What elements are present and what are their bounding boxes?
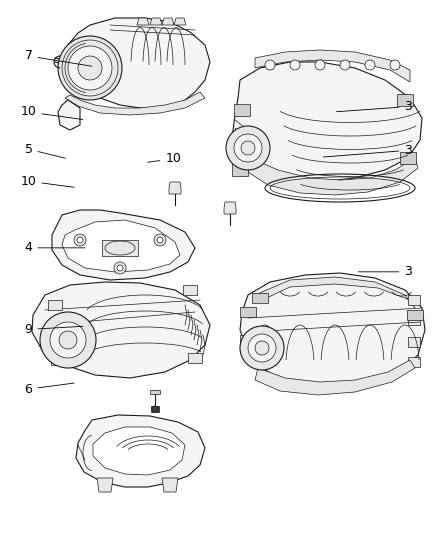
- Polygon shape: [254, 277, 414, 308]
- Circle shape: [254, 341, 268, 355]
- Polygon shape: [240, 273, 424, 388]
- Polygon shape: [137, 18, 148, 25]
- Text: 10: 10: [21, 175, 74, 188]
- Polygon shape: [254, 50, 409, 82]
- Polygon shape: [93, 427, 184, 475]
- Polygon shape: [251, 293, 267, 303]
- Text: 9: 9: [25, 323, 83, 336]
- Polygon shape: [396, 94, 412, 106]
- Polygon shape: [52, 210, 194, 280]
- Polygon shape: [407, 315, 419, 325]
- Polygon shape: [240, 335, 255, 345]
- Text: 6: 6: [25, 383, 74, 395]
- Text: 3: 3: [322, 144, 411, 157]
- Text: 5: 5: [25, 143, 65, 158]
- Circle shape: [77, 237, 83, 243]
- Text: 3: 3: [336, 100, 411, 113]
- Circle shape: [240, 141, 254, 155]
- Text: 7: 7: [25, 50, 92, 66]
- Polygon shape: [187, 353, 201, 363]
- Polygon shape: [233, 104, 249, 116]
- Circle shape: [58, 36, 122, 100]
- Text: 4: 4: [25, 241, 85, 254]
- Circle shape: [290, 60, 299, 70]
- Circle shape: [74, 234, 86, 246]
- Circle shape: [247, 334, 276, 362]
- Polygon shape: [169, 182, 180, 194]
- Circle shape: [265, 60, 274, 70]
- Polygon shape: [102, 240, 138, 256]
- Circle shape: [157, 237, 162, 243]
- Polygon shape: [97, 478, 113, 492]
- Polygon shape: [406, 310, 422, 320]
- Polygon shape: [150, 18, 162, 25]
- Circle shape: [78, 56, 102, 80]
- Circle shape: [226, 126, 269, 170]
- Polygon shape: [231, 164, 247, 176]
- Circle shape: [152, 406, 158, 412]
- Polygon shape: [407, 357, 419, 367]
- Circle shape: [364, 60, 374, 70]
- Circle shape: [339, 60, 349, 70]
- Circle shape: [114, 262, 126, 274]
- Polygon shape: [150, 390, 159, 394]
- Text: 10: 10: [21, 106, 83, 119]
- Polygon shape: [162, 478, 177, 492]
- Text: 10: 10: [147, 152, 181, 165]
- Circle shape: [50, 322, 86, 358]
- Circle shape: [117, 265, 123, 271]
- Polygon shape: [51, 355, 65, 365]
- Polygon shape: [173, 18, 186, 25]
- Circle shape: [68, 46, 112, 90]
- Text: 3: 3: [357, 265, 411, 278]
- Polygon shape: [58, 100, 80, 130]
- Polygon shape: [240, 307, 255, 317]
- Polygon shape: [76, 415, 205, 487]
- Circle shape: [389, 60, 399, 70]
- Circle shape: [59, 331, 77, 349]
- Circle shape: [40, 312, 96, 368]
- Polygon shape: [65, 18, 209, 108]
- Polygon shape: [62, 220, 180, 272]
- Polygon shape: [32, 282, 209, 378]
- Polygon shape: [151, 406, 159, 412]
- Polygon shape: [407, 337, 419, 347]
- Circle shape: [233, 134, 261, 162]
- Polygon shape: [254, 360, 414, 395]
- Polygon shape: [223, 202, 236, 214]
- Polygon shape: [183, 285, 197, 295]
- Circle shape: [240, 326, 283, 370]
- Polygon shape: [231, 62, 421, 182]
- Polygon shape: [399, 152, 415, 164]
- Polygon shape: [48, 300, 62, 310]
- Polygon shape: [162, 18, 173, 25]
- Polygon shape: [65, 92, 205, 115]
- Circle shape: [314, 60, 324, 70]
- Polygon shape: [247, 158, 417, 195]
- Circle shape: [154, 234, 166, 246]
- Polygon shape: [407, 295, 419, 305]
